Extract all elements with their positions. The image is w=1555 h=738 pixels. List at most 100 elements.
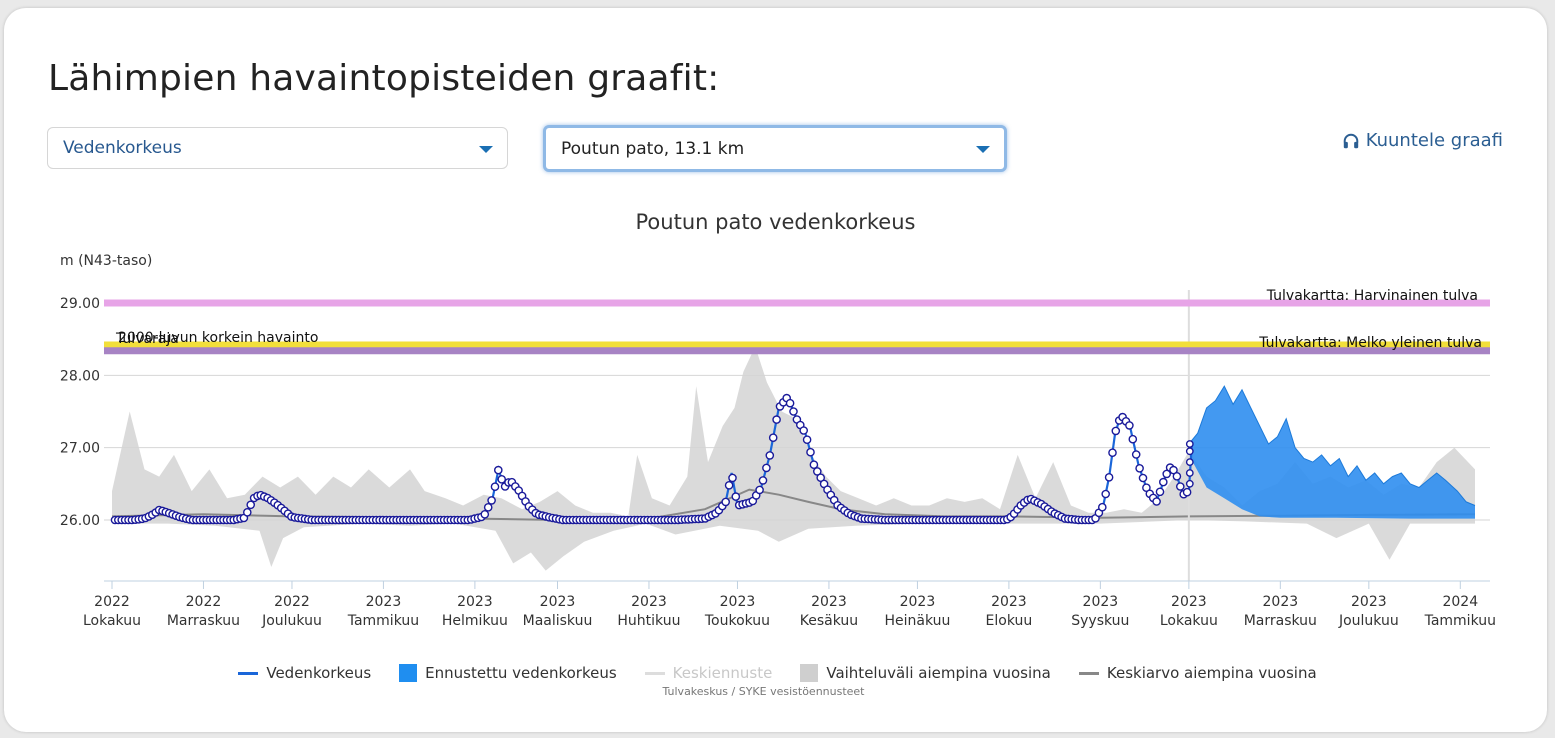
page-title: Lähimpien havaintopisteiden graafit: (48, 58, 720, 99)
series-forecast-edge (1188, 385, 1476, 506)
x-tick-label: Lokakuu (83, 613, 141, 629)
observed-point (768, 433, 778, 443)
x-tick-label: 2023 (900, 594, 936, 610)
x-tick-label: 2023 (1263, 594, 1299, 610)
observed-point (724, 480, 734, 490)
x-tick-label: Tammikuu (1424, 613, 1496, 629)
listen-graph-label: Kuuntele graafi (1365, 130, 1503, 151)
observed-point (490, 482, 500, 492)
x-tick-label: Maaliskuu (523, 613, 593, 629)
legend-swatch (800, 664, 819, 682)
x-tick-label: 2023 (631, 594, 667, 610)
chart-credits: Tulvakeskus / SYKE vesistöennusteet (662, 685, 865, 698)
reference-label: Tulvakartta: Harvinainen tulva (1266, 288, 1478, 304)
legend-swatch (1078, 671, 1099, 675)
observed-point (772, 415, 781, 424)
legend-item[interactable]: Ennustettu vedenkorkeus (399, 664, 617, 682)
observed-point (497, 474, 507, 484)
x-tick-label: 2023 (540, 594, 576, 610)
x-tick-label: Huhtikuu (617, 613, 680, 629)
x-tick-label: Toukokuu (704, 613, 770, 629)
observed-point (1104, 472, 1114, 482)
x-tick-label: 2023 (366, 594, 402, 610)
observed-point (1176, 482, 1185, 491)
observed-point (1185, 447, 1194, 456)
station-select[interactable]: Poutun pato, 13.1 km (543, 125, 1007, 172)
legend-swatch (644, 671, 665, 675)
observed-point (1185, 479, 1194, 488)
observed-point (789, 407, 798, 416)
observed-point (728, 473, 737, 483)
x-tick-label: Lokakuu (1160, 613, 1218, 629)
x-tick-label: Heinäkuu (884, 613, 950, 629)
x-tick-label: 2023 (1083, 594, 1119, 610)
x-tick-label: Marraskuu (1244, 613, 1317, 629)
observed-point (1111, 426, 1121, 436)
legend-swatch (399, 664, 418, 682)
quantity-select-value: Vedenkorkeus (63, 138, 182, 158)
x-tick-label: 2023 (1171, 594, 1207, 610)
observed-point (1185, 440, 1194, 448)
observed-point (758, 476, 768, 485)
y-tick-label: 27.00 (60, 441, 100, 457)
legend-swatch (238, 671, 259, 675)
headphones-icon (1343, 133, 1358, 148)
x-tick-label: 2023 (1351, 594, 1387, 610)
x-tick-label: Helmikuu (442, 613, 508, 629)
observed-point (1185, 458, 1194, 466)
reference-label: 2000-luvun korkein havainto (118, 330, 318, 346)
observed-point (1138, 473, 1148, 483)
legend-item[interactable]: Vedenkorkeus (238, 664, 371, 682)
observed-point (765, 451, 775, 460)
observed-point (813, 467, 822, 476)
observed-point (487, 496, 496, 505)
chart-legend: Vedenkorkeus Ennustettu vedenkorkeus Keski… (0, 664, 1555, 682)
observed-point (755, 485, 764, 495)
x-tick-label: Tammikuu (347, 613, 419, 629)
reference-label: Tulvakartta: Melko yleinen tulva (1258, 335, 1482, 351)
observed-point (480, 509, 490, 519)
legend-label: Vedenkorkeus (266, 664, 372, 682)
observed-point (483, 502, 493, 512)
y-tick-label: 28.00 (60, 368, 100, 384)
observed-point (493, 465, 503, 475)
x-tick-label: 2022 (274, 594, 310, 610)
chevron-down-icon (479, 146, 493, 153)
x-tick-label: 2023 (720, 594, 756, 610)
listen-graph-link[interactable]: Kuuntele graafi (1342, 130, 1503, 151)
y-tick-label: 29.00 (60, 296, 100, 312)
x-tick-label: Marraskuu (167, 613, 240, 629)
observed-point (721, 497, 731, 507)
observed-point (1125, 421, 1134, 430)
observed-point (1101, 489, 1110, 499)
x-tick-label: Joulukuu (261, 613, 322, 629)
observed-point (802, 435, 812, 445)
observed-point (762, 463, 771, 473)
x-tick-label: 2023 (811, 594, 847, 610)
x-tick-label: Elokuu (986, 613, 1033, 629)
observed-point (1155, 487, 1165, 497)
observed-point (1128, 434, 1138, 444)
chevron-down-icon (976, 146, 990, 153)
observed-point (806, 447, 815, 457)
quantity-select[interactable]: Vedenkorkeus (47, 127, 508, 169)
observed-point (785, 398, 795, 408)
legend-label: Keskiennuste (672, 664, 773, 682)
observed-point (1182, 487, 1192, 497)
observed-point (1162, 469, 1171, 479)
x-tick-label: Joulukuu (1338, 613, 1399, 629)
chart-title: Poutun pato vedenkorkeus (635, 210, 916, 234)
x-tick-label: 2023 (991, 594, 1027, 610)
legend-item[interactable]: Keskiennuste (644, 664, 773, 682)
legend-label: Vaihteluväli aiempina vuosina (826, 664, 1051, 682)
observed-point (799, 426, 809, 435)
legend-label: Keskiarvo aiempina vuosina (1106, 664, 1317, 682)
legend-item[interactable]: Vaihteluväli aiempina vuosina (800, 664, 1051, 682)
observed-point (1108, 448, 1117, 458)
observed-point (1135, 463, 1144, 473)
legend-label: Ennustettu vedenkorkeus (425, 664, 617, 682)
x-tick-label: 2022 (186, 594, 222, 610)
observed-point (1098, 502, 1107, 512)
legend-item[interactable]: Keskiarvo aiempina vuosina (1078, 664, 1317, 682)
